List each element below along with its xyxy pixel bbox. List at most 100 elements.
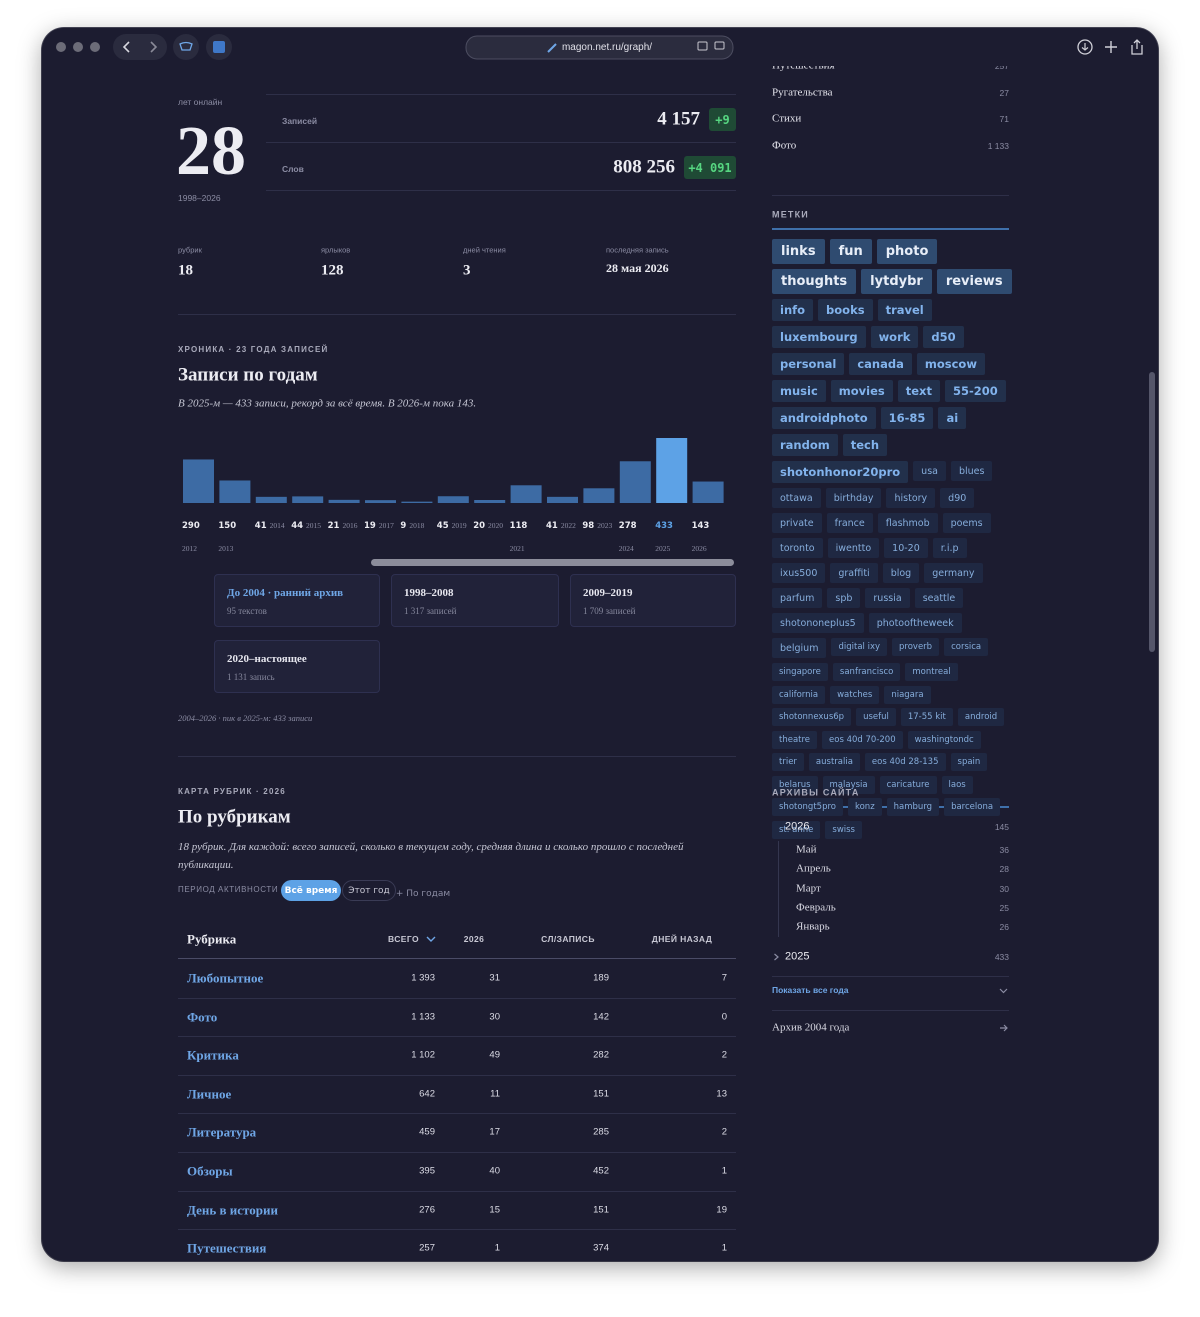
tag[interactable]: graffiti <box>830 563 878 583</box>
bar[interactable] <box>219 480 251 503</box>
bar[interactable] <box>583 488 615 503</box>
tag[interactable]: digital ixy <box>831 638 888 656</box>
tag[interactable]: toronto <box>772 538 823 558</box>
tag[interactable]: links <box>772 239 825 264</box>
archive-year[interactable]: 2026 <box>785 820 810 833</box>
era-card[interactable]: До 2004 · ранний архив 95 текстов <box>214 574 380 627</box>
bar[interactable] <box>183 459 214 503</box>
bar[interactable] <box>401 501 433 503</box>
expand-icon[interactable] <box>772 953 780 961</box>
tag[interactable]: poems <box>942 513 991 533</box>
tag[interactable]: eos 40d 28-135 <box>864 753 946 771</box>
tag[interactable]: washingtondc <box>907 730 981 749</box>
tag[interactable]: info <box>772 299 814 321</box>
tag[interactable]: st. anne <box>772 820 821 839</box>
archive-month[interactable]: Март <box>796 882 821 895</box>
tag[interactable]: luxembourg <box>772 326 866 348</box>
rubric-link[interactable]: Фото <box>187 1009 218 1025</box>
tag[interactable]: germany <box>924 563 983 583</box>
tag[interactable]: photo <box>876 239 938 264</box>
tag[interactable]: fun <box>829 239 872 264</box>
tag[interactable]: random <box>772 434 838 456</box>
rubric-link[interactable]: Критика <box>187 1047 239 1063</box>
tag[interactable]: swiss <box>825 820 862 839</box>
archive-month[interactable]: Январь <box>796 920 830 933</box>
tag[interactable]: personal <box>772 353 845 375</box>
bar[interactable] <box>619 461 651 503</box>
tag[interactable]: spain <box>950 753 988 771</box>
tag[interactable]: thoughts <box>772 269 857 294</box>
tag[interactable]: caricature <box>879 775 937 794</box>
tag[interactable]: ai <box>938 407 967 429</box>
tag[interactable]: sanfrancisco <box>832 663 901 681</box>
table-header[interactable]: СЛ/ЗАПИСЬ <box>541 933 595 944</box>
tag[interactable]: theatre <box>772 730 818 749</box>
tag[interactable]: work <box>870 326 919 348</box>
tag[interactable]: moscow <box>916 353 985 375</box>
tag[interactable]: canada <box>849 353 912 375</box>
tag[interactable]: androidphoto <box>772 407 876 429</box>
tag[interactable]: birthday <box>825 488 882 508</box>
tag[interactable]: hamburg <box>886 798 940 816</box>
tag[interactable]: movies <box>830 380 893 402</box>
category-link[interactable]: Ругательства <box>772 86 833 99</box>
tag[interactable]: seattle <box>914 588 964 608</box>
tag[interactable]: belarus <box>772 775 818 794</box>
tag[interactable]: singapore <box>772 663 828 681</box>
tag[interactable]: corsica <box>944 638 989 656</box>
era-card[interactable]: 1998–2008 1 317 записей <box>391 574 559 627</box>
tag[interactable]: usa <box>913 461 946 481</box>
tag[interactable]: niagara <box>884 685 931 704</box>
tag[interactable]: blues <box>950 461 993 481</box>
tag[interactable]: blog <box>882 563 920 583</box>
tag[interactable]: belgium <box>772 638 827 658</box>
bar[interactable] <box>510 485 542 503</box>
rubric-link[interactable]: Обзоры <box>187 1163 233 1179</box>
tag[interactable]: 17-55 kit <box>900 708 953 726</box>
bar[interactable] <box>474 499 506 503</box>
tag[interactable]: barcelona <box>944 798 1001 816</box>
tag[interactable]: ottawa <box>772 488 821 508</box>
archive-month[interactable]: Май <box>796 843 817 856</box>
tag[interactable]: france <box>826 513 873 533</box>
era-card[interactable]: 2009–2019 1 709 записей <box>570 574 736 627</box>
rubric-link[interactable]: Личное <box>187 1086 232 1102</box>
tag[interactable]: iwentto <box>827 538 880 558</box>
archive-month[interactable]: Февраль <box>796 901 836 914</box>
tag[interactable]: shotonhonor20pro <box>772 461 909 483</box>
bar[interactable] <box>255 496 287 503</box>
tag[interactable]: useful <box>856 708 896 726</box>
tag[interactable]: books <box>818 299 873 321</box>
table-header[interactable]: ВСЕГО <box>388 933 419 944</box>
tag[interactable]: music <box>772 380 826 402</box>
bar[interactable] <box>656 438 688 503</box>
bar[interactable] <box>437 496 469 503</box>
tag[interactable]: watches <box>830 685 880 704</box>
tag[interactable]: laos <box>941 775 973 794</box>
rubric-link[interactable]: Литература <box>187 1124 257 1140</box>
horizontal-scrollbar[interactable] <box>371 559 734 566</box>
tag[interactable]: text <box>897 380 940 402</box>
tag[interactable]: konz <box>847 798 882 816</box>
filter-button[interactable]: Этот год <box>342 880 396 901</box>
tag[interactable]: lytdybr <box>861 269 932 294</box>
tag[interactable]: shotononeplus5 <box>772 613 864 633</box>
vertical-scrollbar[interactable] <box>1149 372 1155 652</box>
table-header[interactable]: ДНЕЙ НАЗАД <box>651 933 713 944</box>
rubric-link[interactable]: День в истории <box>187 1202 278 1218</box>
tag[interactable]: r.i.p <box>932 538 967 558</box>
tag[interactable]: travel <box>877 299 932 321</box>
sort-icon[interactable] <box>426 935 436 943</box>
tag[interactable]: android <box>957 708 1005 726</box>
tag[interactable]: shotonnexus6p <box>772 708 852 726</box>
archive-link[interactable]: Архив 2004 года <box>772 1021 850 1034</box>
tag[interactable]: 55-200 <box>944 380 1006 402</box>
tag[interactable]: russia <box>865 588 910 608</box>
tag[interactable]: flashmob <box>877 513 938 533</box>
table-header[interactable]: 2026 <box>463 933 485 944</box>
tag[interactable]: history <box>886 488 936 508</box>
tag[interactable]: california <box>772 685 826 704</box>
bar[interactable] <box>292 496 324 503</box>
category-link[interactable]: Стихи <box>772 112 802 125</box>
tag[interactable]: tech <box>842 434 888 456</box>
